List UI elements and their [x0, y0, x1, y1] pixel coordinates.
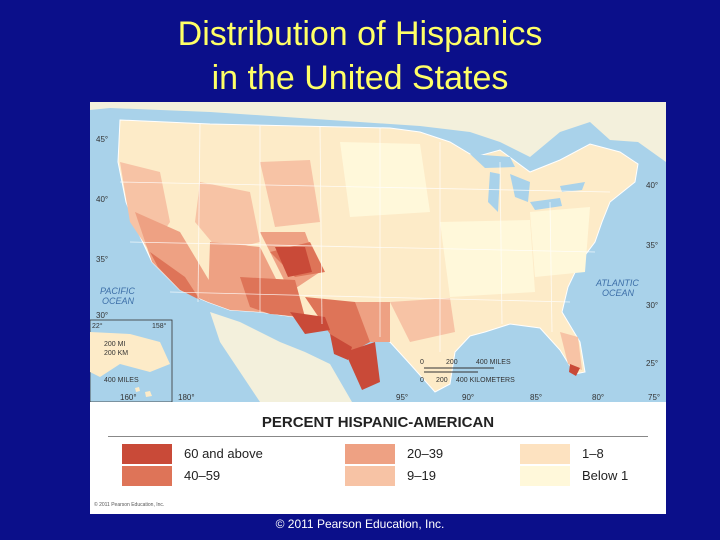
choropleth-map: 22° 158° 200 MI 200 KM 400 MILES PACIFIC… — [90, 102, 666, 402]
atlantic-label-1: ATLANTIC — [595, 278, 639, 288]
state-borders — [119, 123, 611, 352]
lon-80: 80° — [592, 393, 604, 402]
lat-25-right: 25° — [646, 359, 658, 368]
scale-km-400: 400 KILOMETERS — [456, 377, 515, 384]
pacific-label-2: OCEAN — [102, 296, 135, 306]
legend-swatch-9-19 — [345, 466, 395, 486]
lon-75: 75° — [648, 393, 660, 402]
legend-label-below-1: Below 1 — [582, 468, 629, 483]
scale-mi-200: 200 — [446, 359, 458, 366]
scale-bar: 0 200 400 MILES 0 200 400 KILOMETERS — [420, 359, 515, 384]
slide-title: Distribution of Hispanics in the United … — [0, 12, 720, 100]
legend-label-9-19: 9–19 — [407, 468, 436, 483]
mexico-land — [210, 312, 352, 402]
lat-35-right: 35° — [646, 241, 658, 250]
legend-label-20-39: 20–39 — [407, 446, 444, 461]
lon-160: 160° — [120, 393, 137, 402]
lon-95: 95° — [396, 393, 408, 402]
legend-label-60-above: 60 and above — [184, 446, 263, 461]
great-lakes — [470, 154, 585, 212]
below-1-regions — [340, 142, 590, 297]
legend-label-1-8: 1–8 — [582, 446, 604, 461]
slide-footer: © 2011 Pearson Education, Inc. — [275, 517, 445, 531]
lat-35-left: 35° — [96, 255, 108, 264]
legend-label-40-59: 40–59 — [184, 468, 221, 483]
legend-swatch-20-39 — [345, 444, 395, 464]
scale-km-200: 200 — [436, 377, 448, 384]
lon-85: 85° — [530, 393, 542, 402]
scale-km-0: 0 — [420, 377, 424, 384]
inset-lat-label: 22° — [92, 322, 103, 330]
canada-land — [90, 102, 666, 162]
legend-swatch-below-1 — [520, 466, 570, 486]
scale-mi-400: 400 MILES — [476, 359, 511, 366]
legend: PERCENT HISPANIC-AMERICAN 60 and above 4… — [90, 402, 666, 514]
lat-40-right: 40° — [646, 181, 658, 190]
hawaii-km-label: 200 KM — [104, 350, 128, 357]
scale-mi-0: 0 — [420, 359, 424, 366]
lat-30-left: 30° — [96, 311, 108, 320]
map-copyright-small: © 2011 Pearson Education, Inc. — [94, 502, 165, 508]
legend-swatch-60-above — [122, 444, 172, 464]
legend-swatch-40-59 — [122, 466, 172, 486]
hawaii-islands — [135, 387, 152, 397]
cat-60-above-regions — [275, 247, 580, 390]
inset-lon-label: 158° — [152, 322, 167, 330]
map-panel: 22° 158° 200 MI 200 KM 400 MILES PACIFIC… — [90, 102, 666, 514]
lon-90: 90° — [462, 393, 474, 402]
title-line-1: Distribution of Hispanics — [177, 15, 543, 53]
alaska-miles-label: 400 MILES — [104, 377, 139, 384]
legend-divider — [108, 436, 648, 437]
lon-180: 180° — [178, 393, 195, 402]
lat-30-right: 30° — [646, 301, 658, 310]
lat-40-left: 40° — [96, 195, 108, 204]
legend-swatch-1-8 — [520, 444, 570, 464]
atlantic-label-2: OCEAN — [602, 288, 635, 298]
pacific-label-1: PACIFIC — [100, 286, 135, 296]
lat-45-left: 45° — [96, 135, 108, 144]
hawaii-mi-label: 200 MI — [104, 341, 125, 348]
map-svg: 22° 158° 200 MI 200 KM 400 MILES PACIFIC… — [90, 102, 666, 402]
legend-title: PERCENT HISPANIC-AMERICAN — [261, 414, 495, 431]
alaska-land — [90, 332, 170, 377]
title-line-2: in the United States — [211, 59, 509, 97]
